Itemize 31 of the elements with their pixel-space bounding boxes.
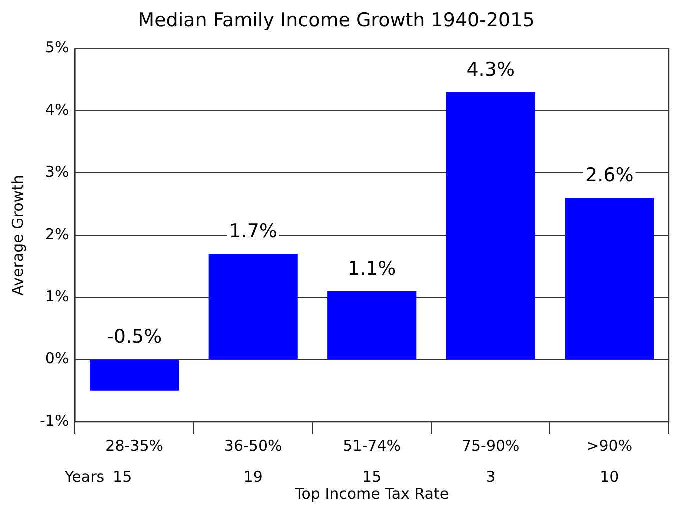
x-tick-label: 51-74% xyxy=(343,436,402,455)
data-label: 2.6% xyxy=(585,164,634,187)
data-label: 4.3% xyxy=(466,58,516,81)
chart-title: Median Family Income Growth 1940-2015 xyxy=(138,9,535,32)
y-tick-label: 3% xyxy=(45,163,70,182)
bar xyxy=(328,291,417,360)
x-tick-label: 28-35% xyxy=(106,436,164,455)
x-tick-label: >90% xyxy=(586,436,633,455)
bar xyxy=(565,198,654,360)
y-tick-label: 2% xyxy=(45,225,70,244)
data-label: 1.1% xyxy=(348,258,396,280)
text: 3 xyxy=(486,468,496,486)
y-axis-title: Average Growth xyxy=(8,175,27,296)
bar xyxy=(446,92,536,360)
text: 19 xyxy=(244,468,263,486)
y-tick-label: 1% xyxy=(45,287,70,306)
x-tick-label: 75-90% xyxy=(462,436,520,455)
text: 15 xyxy=(113,468,132,486)
y-tick-label: 5% xyxy=(45,38,70,57)
data-label: -0.5% xyxy=(107,326,162,348)
bar xyxy=(90,360,180,391)
y-tick-label: 0% xyxy=(45,350,70,368)
text: 10 xyxy=(600,468,620,486)
data-label: 1.7% xyxy=(229,220,278,242)
y-tick-label: -1% xyxy=(40,412,70,430)
x-axis-title: Top Income Tax Rate xyxy=(294,484,450,503)
x-tick-label: 36-50% xyxy=(224,436,282,455)
text: 15 xyxy=(362,468,382,486)
y-tick-label: 4% xyxy=(45,100,70,119)
bar xyxy=(208,254,298,360)
text: Years xyxy=(64,468,105,486)
